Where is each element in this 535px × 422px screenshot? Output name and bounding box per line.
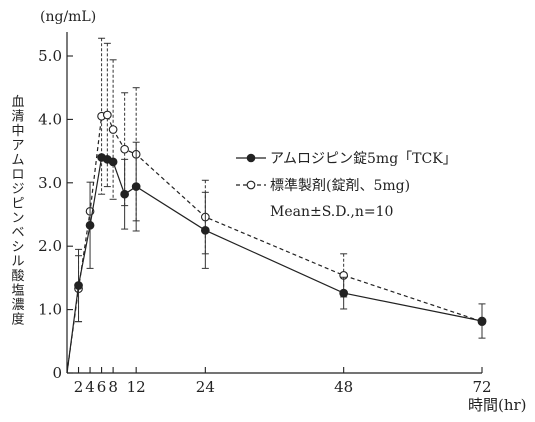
data-point [108,157,118,167]
y-tick-label: 1.0 [38,301,62,319]
y-axis-label-char: ム [11,153,24,168]
y-axis-label-char: 血 [11,95,24,110]
x-tick-label: 4 [85,378,95,396]
legend-label-series-1: アムロジピン錠5mg「TCK」 [270,151,457,167]
y-axis-label-char: ジ [11,182,24,197]
y-tick-label: 4.0 [38,110,62,128]
x-tick-label: 72 [472,378,491,396]
x-tick-label: 8 [108,378,118,396]
y-axis-label-char: 濃 [11,298,24,313]
data-point [120,189,129,199]
data-point [108,125,118,134]
data-point [477,316,487,326]
data-point [200,226,210,235]
x-ticks: 2 4 6 8 12 24 48 72 [74,367,492,396]
y-axis-label-char: ン [11,211,24,226]
data-point [339,288,349,298]
data-point [102,110,112,120]
y-axis-label-char: シ [11,240,24,255]
x-tick-label: 24 [196,378,215,396]
x-tick-label: 2 [74,378,84,396]
legend-marker-series-1 [246,153,256,163]
legend-marker-series-2 [246,180,256,190]
data-point [131,182,141,191]
x-tick-label: 12 [127,378,146,396]
y-unit-label: (ng/mL) [40,9,96,25]
y-axis-label-char: 中 [11,124,24,139]
y-axis-label-char: 酸 [11,269,24,284]
x-tick-label: 6 [97,378,107,396]
y-tick-label: 2.0 [38,237,62,255]
y-axis-label-char: ピ [11,197,24,212]
legend: アムロジピン錠5mg「TCK」 標準製剤(錠剤、5mg) Mean±S.D.,n… [236,151,457,220]
legend-note: Mean±S.D.,n=10 [270,204,393,220]
data-point [120,144,129,154]
series-layer [66,37,487,374]
y-ticks: 0 1.0 2.0 3.0 4.0 5.0 [38,47,73,382]
y-tick-label: 3.0 [38,174,62,192]
y-tick-label: 0 [52,364,62,382]
y-axis-label-char: ル [11,255,24,270]
y-axis-label-char: ベ [11,226,24,241]
x-tick-label: 48 [334,378,353,396]
data-point [85,220,95,230]
y-axis-label-char: 度 [11,312,24,328]
x-axis-label: 時間(hr) [468,396,527,414]
y-axis-label-char: 清 [11,110,24,125]
y-axis-label-char: ア [11,139,24,154]
y-axis-label-char: 塩 [11,284,24,299]
legend-label-series-2: 標準製剤(錠剤、5mg) [270,178,410,194]
y-axis-label-char: ロ [11,168,24,183]
y-tick-label: 5.0 [38,47,62,65]
series-1 [66,141,487,374]
data-point [74,281,83,290]
